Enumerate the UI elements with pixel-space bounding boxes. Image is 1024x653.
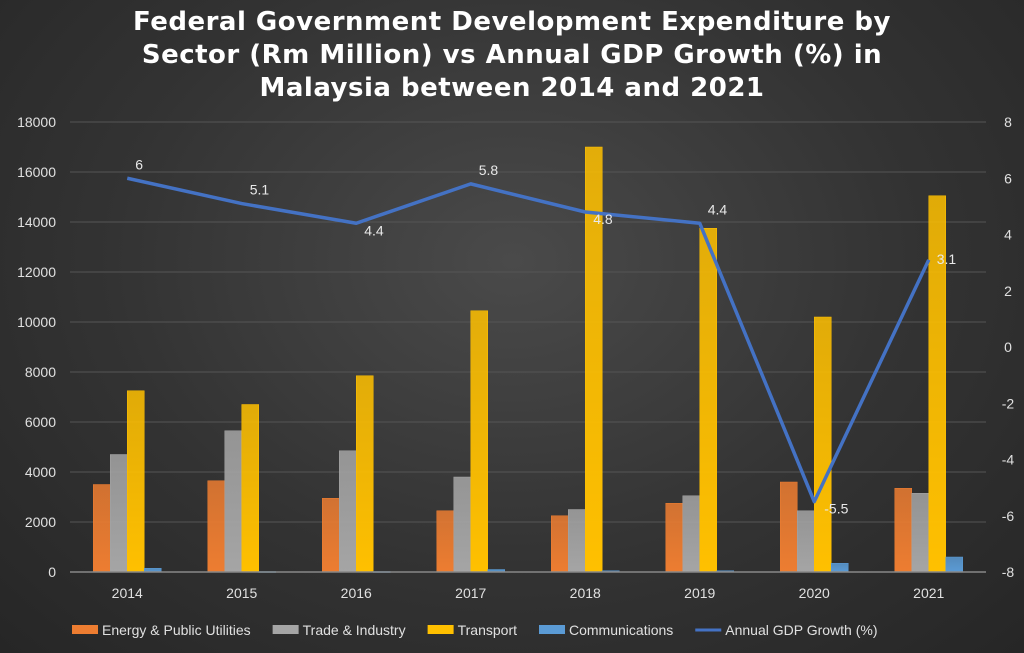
bar-energy-public-utilities-2014 xyxy=(93,484,111,573)
legend-swatch xyxy=(72,625,98,634)
right-tick-label: 0 xyxy=(1004,339,1012,355)
gdp-line-path xyxy=(126,176,931,504)
title-line-3: Malaysia between 2014 and 2021 xyxy=(259,73,764,103)
bar-energy-public-utilities-2015 xyxy=(207,480,225,573)
right-tick-label: 6 xyxy=(1004,170,1012,186)
left-tick-label: 0 xyxy=(48,564,56,580)
left-tick-label: 6000 xyxy=(25,414,56,430)
left-tick-label: 18000 xyxy=(17,114,56,130)
x-tick-label: 2019 xyxy=(684,585,715,601)
left-tick-label: 4000 xyxy=(25,464,56,480)
gridlines xyxy=(70,121,986,523)
x-tick-label: 2014 xyxy=(112,585,143,601)
left-tick-label: 14000 xyxy=(17,214,56,230)
bar-energy-public-utilities-2021 xyxy=(894,488,912,573)
right-tick-label: -2 xyxy=(1002,395,1015,411)
right-tick-label: 2 xyxy=(1004,283,1012,299)
bar-communications-2021 xyxy=(945,556,963,573)
bar-communications-2020 xyxy=(831,563,849,573)
left-tick-label: 2000 xyxy=(25,514,56,530)
gdp-data-label: 4.8 xyxy=(593,211,613,227)
gdp-data-label: 4.4 xyxy=(364,222,384,238)
bars xyxy=(93,146,963,573)
legend: Energy & Public Utilities Trade & Industr… xyxy=(72,622,878,638)
right-tick-label: 4 xyxy=(1004,227,1012,243)
x-tick-label: 2020 xyxy=(799,585,830,601)
left-tick-label: 8000 xyxy=(25,364,56,380)
left-tick-label: 12000 xyxy=(17,264,56,280)
right-axis-ticks: -8 -6 -4 -2 0 2 4 6 8 xyxy=(1002,114,1015,580)
x-tick-label: 2021 xyxy=(913,585,944,601)
bar-energy-public-utilities-2018 xyxy=(551,515,569,573)
gdp-data-label: 5.8 xyxy=(479,162,499,178)
gdp-line: 6 5.1 4.4 5.8 4.8 4.4 -5.5 3.1 xyxy=(126,156,957,517)
bar-transport-2020 xyxy=(814,316,832,573)
bar-transport-2014 xyxy=(127,390,145,573)
x-axis-ticks: 2014 2015 2016 2017 2018 2019 2020 2021 xyxy=(112,585,945,601)
x-tick-label: 2017 xyxy=(455,585,486,601)
title-line-2: Sector (Rm Million) vs Annual GDP Growth… xyxy=(142,40,882,70)
right-tick-label: -4 xyxy=(1002,452,1015,468)
bar-trade-industry-2014 xyxy=(110,454,128,573)
bar-trade-industry-2018 xyxy=(568,509,586,573)
gdp-data-label: -5.5 xyxy=(824,501,848,517)
gdp-data-label: 6 xyxy=(135,156,143,172)
bar-trade-industry-2015 xyxy=(224,430,242,573)
right-tick-label: -6 xyxy=(1002,508,1015,524)
chart-title: Federal Government Development Expenditu… xyxy=(133,7,891,103)
legend-swatch xyxy=(272,625,299,634)
right-tick-label: -8 xyxy=(1002,564,1015,580)
bar-trade-industry-2021 xyxy=(911,493,929,573)
legend-swatch xyxy=(427,625,454,634)
left-tick-label: 10000 xyxy=(17,314,56,330)
left-axis-ticks: 0 2000 4000 6000 8000 10000 12000 14000 16000 180… xyxy=(17,114,56,580)
bar-energy-public-utilities-2016 xyxy=(322,498,340,573)
bar-transport-2019 xyxy=(699,228,717,573)
gdp-data-label: 5.1 xyxy=(250,182,270,198)
bar-energy-public-utilities-2020 xyxy=(780,481,798,573)
bar-trade-industry-2019 xyxy=(682,495,700,573)
x-tick-label: 2015 xyxy=(226,585,257,601)
legend-label: Transport xyxy=(458,622,518,638)
legend-swatch xyxy=(539,625,565,634)
x-tick-label: 2016 xyxy=(341,585,372,601)
legend-label: Communications xyxy=(569,622,673,638)
left-tick-label: 16000 xyxy=(17,164,56,180)
title-line-1: Federal Government Development Expenditu… xyxy=(133,7,891,37)
bar-transport-2015 xyxy=(241,404,259,573)
legend-label: Energy & Public Utilities xyxy=(102,622,251,638)
x-tick-label: 2018 xyxy=(570,585,601,601)
bar-trade-industry-2016 xyxy=(339,450,357,573)
bar-energy-public-utilities-2019 xyxy=(665,503,683,573)
bar-trade-industry-2017 xyxy=(453,476,471,573)
gdp-data-label: 3.1 xyxy=(937,251,957,267)
legend-label: Annual GDP Growth (%) xyxy=(725,622,877,638)
gdp-data-label: 4.4 xyxy=(708,201,728,217)
right-tick-label: 8 xyxy=(1004,114,1012,130)
bar-transport-2017 xyxy=(470,310,488,573)
legend-label: Trade & Industry xyxy=(303,622,406,638)
bar-transport-2016 xyxy=(356,375,374,573)
bar-energy-public-utilities-2017 xyxy=(436,510,454,573)
bar-trade-industry-2020 xyxy=(797,510,815,573)
